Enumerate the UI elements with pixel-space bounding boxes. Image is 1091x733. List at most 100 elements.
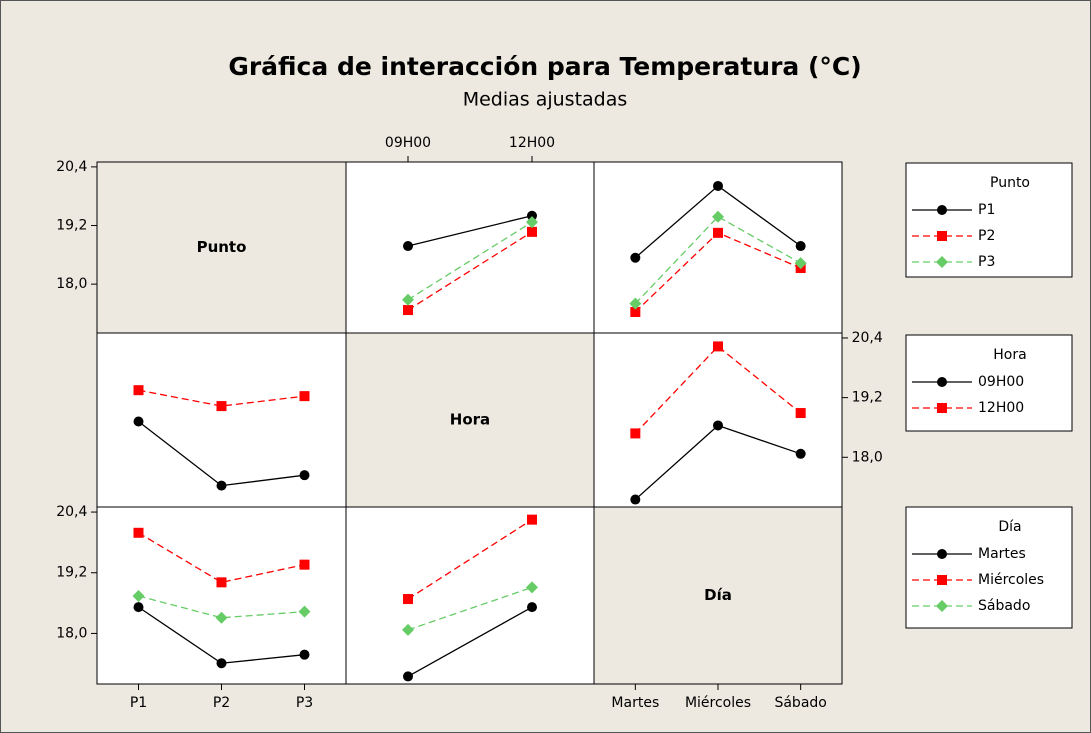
- series-line: [138, 389, 305, 407]
- legend-label: Miércoles: [978, 572, 1044, 588]
- factor-label: Punto: [197, 238, 247, 256]
- marker: [713, 341, 723, 352]
- marker: [630, 306, 641, 317]
- y-tick-label: 18,0: [852, 449, 883, 465]
- marker: [403, 305, 413, 316]
- legend-label: 12H00: [978, 400, 1024, 416]
- factor-label: Día: [704, 586, 732, 604]
- series-line: [138, 595, 305, 619]
- marker: [216, 577, 227, 588]
- marker: [299, 559, 310, 570]
- marker: [630, 494, 641, 505]
- y-tick-label: 19,2: [56, 218, 87, 234]
- legend-marker: [936, 600, 948, 612]
- legend-title: Día: [998, 519, 1021, 535]
- marker: [713, 227, 723, 238]
- y-tick-label: 19,2: [852, 390, 883, 406]
- y-tick-label: 20,4: [852, 330, 883, 346]
- marker: [133, 416, 144, 427]
- marker: [795, 241, 806, 252]
- marker: [402, 293, 414, 306]
- marker: [629, 297, 642, 310]
- y-tick-label: 18,0: [56, 625, 87, 641]
- marker: [132, 590, 145, 603]
- marker: [403, 594, 413, 605]
- marker: [527, 602, 537, 613]
- series-line: [634, 345, 802, 434]
- marker: [712, 210, 724, 223]
- marker: [299, 649, 310, 660]
- legend-title: Punto: [990, 175, 1030, 191]
- legend-box: [905, 162, 1073, 278]
- series-line: [407, 221, 533, 301]
- marker: [299, 391, 310, 402]
- x-tick-label: P2: [213, 695, 230, 711]
- chart-subtitle: Medias ajustadas: [463, 89, 628, 111]
- legend-label: P3: [978, 254, 995, 270]
- legend-label: Sábado: [978, 598, 1030, 614]
- marker: [215, 611, 228, 624]
- series-line: [407, 606, 533, 677]
- diagonal-cell: [96, 161, 347, 334]
- marker: [299, 470, 310, 481]
- marker: [795, 448, 806, 459]
- marker: [133, 602, 144, 613]
- x-tick-label: Miércoles: [685, 695, 751, 711]
- legend-label: P1: [978, 202, 995, 218]
- marker: [630, 428, 641, 439]
- marker: [527, 210, 537, 221]
- legend-marker: [937, 377, 947, 387]
- marker: [403, 671, 413, 682]
- legend-marker: [937, 403, 947, 413]
- marker: [216, 658, 227, 669]
- marker: [713, 420, 723, 431]
- legend-marker: [937, 575, 947, 585]
- x-tick-label: Sábado: [774, 695, 826, 711]
- legend-box: [905, 334, 1073, 432]
- marker: [133, 385, 144, 396]
- marker: [526, 581, 538, 594]
- legend-label: Martes: [978, 546, 1026, 562]
- marker: [133, 527, 144, 538]
- diagonal-cell: [593, 506, 843, 685]
- marker: [216, 480, 227, 491]
- legend-marker: [937, 231, 947, 241]
- legend-marker: [937, 549, 947, 559]
- marker: [713, 180, 723, 191]
- legend-label: 09H00: [978, 374, 1024, 390]
- x-tick-label: 12H00: [509, 135, 555, 151]
- x-tick-label: P3: [296, 695, 313, 711]
- marker: [527, 514, 537, 525]
- legend-box: [905, 506, 1073, 629]
- marker: [402, 623, 414, 636]
- y-tick-label: 18,0: [56, 276, 87, 292]
- series-line: [407, 231, 533, 311]
- factor-label: Hora: [450, 411, 490, 429]
- x-tick-label: Martes: [611, 695, 659, 711]
- panel: [593, 332, 843, 508]
- diagonal-cell: [345, 332, 595, 508]
- panel: [345, 161, 595, 334]
- y-tick-label: 19,2: [56, 565, 87, 581]
- marker: [794, 257, 807, 270]
- marker: [298, 605, 311, 618]
- x-tick-label: P1: [130, 695, 147, 711]
- series-line: [407, 519, 533, 600]
- y-tick-label: 20,4: [56, 159, 87, 175]
- series-line: [634, 215, 801, 305]
- x-tick-label: 09H00: [385, 135, 431, 151]
- series-line: [407, 215, 533, 247]
- marker: [403, 241, 413, 252]
- legend-title: Hora: [993, 347, 1026, 363]
- legend-label: P2: [978, 228, 995, 244]
- marker: [795, 408, 806, 419]
- marker: [526, 216, 538, 229]
- y-tick-label: 20,4: [56, 504, 87, 520]
- panel: [345, 506, 595, 685]
- chart-title: Gráfica de interacción para Temperatura …: [228, 52, 861, 81]
- legend-marker: [937, 205, 947, 215]
- legend-marker: [936, 256, 948, 268]
- marker: [527, 226, 537, 237]
- marker: [216, 401, 227, 412]
